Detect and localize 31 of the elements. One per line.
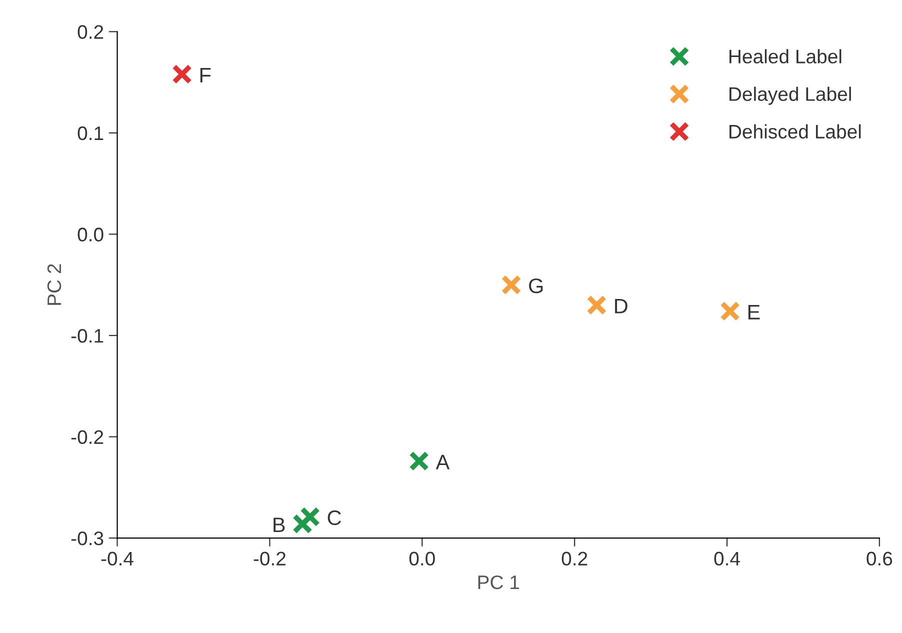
annotation: C [328,510,342,526]
legend-label: Dehisced Label [730,124,861,139]
y-tick-label: 0.1 [78,126,104,140]
annotation: D [615,298,628,314]
annotation: B [274,518,285,532]
annotation: A [436,454,450,470]
y-tick-label: -0.1 [71,328,104,343]
point [172,64,192,84]
y-tick-label: 0.0 [78,228,104,242]
annotation: F [200,68,211,82]
y-tick-label: -0.3 [71,532,104,546]
x-tick-label: -0.2 [254,552,286,566]
annotation: G [529,278,543,294]
point [586,295,607,316]
annotation: E [748,305,760,320]
x-tick-label: -0.4 [101,552,134,566]
y-tick-label: -0.2 [71,430,104,444]
point [409,451,430,472]
point [292,514,313,534]
y-axis-title: PC 2 [47,264,62,305]
legend-label: Healed Label [730,49,842,64]
point [300,506,320,527]
point [501,274,522,295]
point [720,301,740,322]
x-axis-title: PC 1 [478,575,520,590]
x-tick-label: 0.6 [866,552,892,566]
x-tick-label: 0.2 [562,552,588,566]
x-tick-label: 0.4 [714,552,740,566]
legend-label: Delayed Label [730,86,851,105]
x-tick-label: 0.0 [409,552,435,566]
y-tick-label: 0.2 [78,25,104,39]
